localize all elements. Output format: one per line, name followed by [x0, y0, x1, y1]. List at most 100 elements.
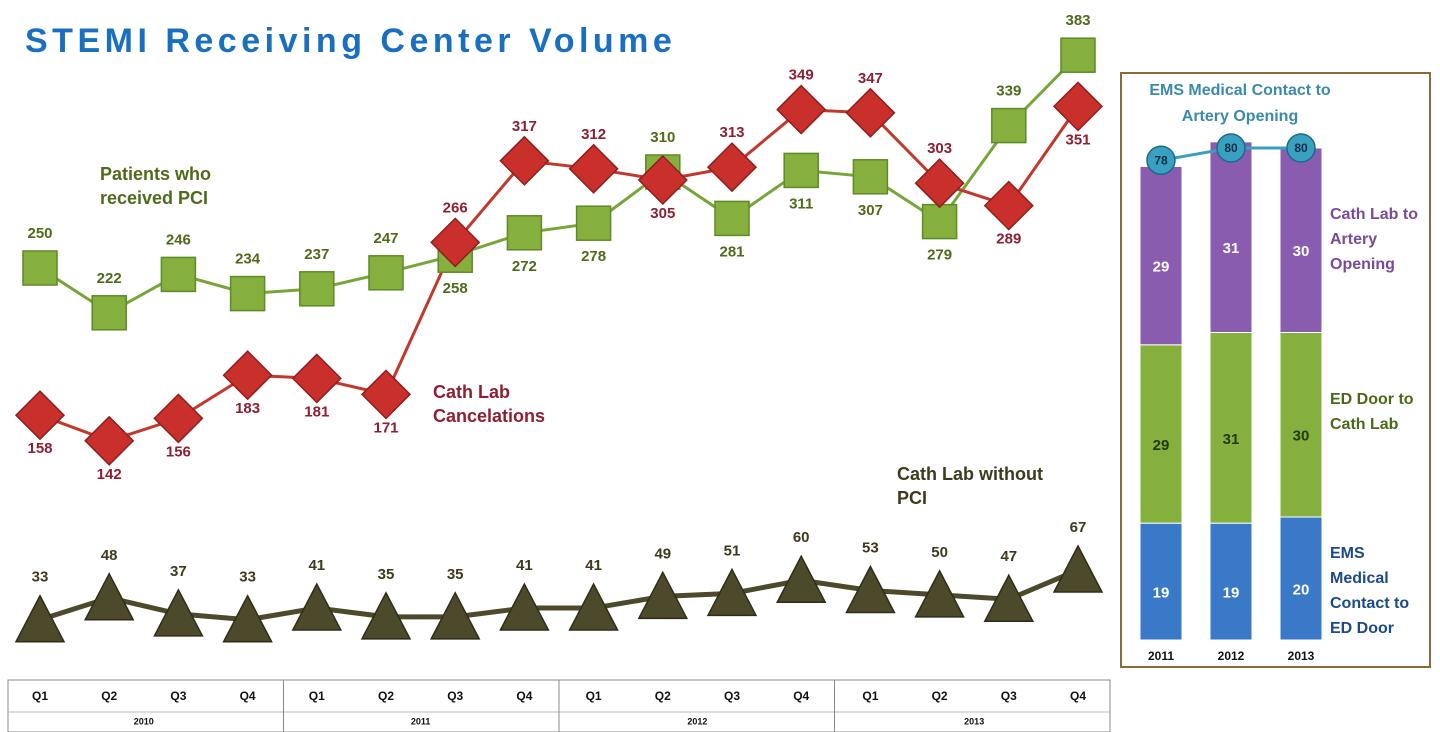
x-tick-label: Q4	[516, 689, 532, 703]
marker	[153, 393, 204, 444]
marker	[914, 569, 965, 618]
marker	[637, 154, 688, 206]
year-label: 2010	[134, 716, 154, 726]
x-tick-label: 2012	[1218, 649, 1245, 663]
data-label: 41	[516, 557, 533, 574]
data-label: 266	[443, 199, 468, 216]
marker	[714, 200, 750, 237]
x-tick-label: Q3	[447, 689, 463, 703]
data-label: 383	[1065, 12, 1090, 29]
data-label: 35	[378, 566, 395, 583]
x-tick-label: Q4	[1070, 689, 1086, 703]
marker	[14, 594, 66, 643]
data-label: 278	[581, 248, 606, 265]
marker	[568, 582, 619, 631]
legend-label: EMS Medical Contact to ED Door	[1330, 544, 1410, 637]
marker	[84, 415, 135, 466]
segment-label: 31	[1223, 240, 1240, 257]
marker	[575, 205, 612, 241]
data-label: 222	[97, 270, 122, 287]
marker	[499, 582, 550, 631]
data-label: 317	[512, 118, 537, 135]
chart-title: STEMI Receiving Center Volume	[25, 22, 677, 60]
series-line	[39, 105, 1080, 443]
x-tick-label: Q2	[655, 689, 671, 703]
data-label: 281	[719, 243, 744, 260]
data-label: 48	[101, 547, 118, 564]
marker	[429, 591, 481, 640]
bar-segment	[1209, 141, 1253, 333]
series-label: Cath Lab without PCI	[897, 464, 1043, 508]
data-label: 272	[512, 258, 537, 275]
year-label: 2011	[411, 716, 431, 726]
data-label: 142	[97, 466, 122, 483]
marker	[983, 180, 1034, 231]
data-label: 303	[927, 140, 952, 157]
x-tick-label: Q1	[862, 689, 878, 703]
marker	[291, 582, 343, 631]
bar-segment	[1139, 522, 1183, 641]
marker	[499, 135, 550, 186]
x-tick-label: Q2	[101, 689, 117, 703]
marker	[360, 369, 412, 420]
data-label: 158	[27, 440, 52, 457]
data-label: 307	[858, 202, 883, 219]
marker	[360, 591, 412, 640]
data-label: 311	[789, 195, 813, 212]
data-label: 250	[27, 225, 52, 242]
data-label: 289	[996, 231, 1021, 248]
legend-label: Cath Lab to Artery Opening	[1330, 206, 1418, 274]
data-label: 339	[996, 83, 1021, 100]
series-line	[39, 54, 1080, 315]
segment-label: 30	[1293, 428, 1310, 445]
data-label: 37	[170, 563, 187, 580]
year-label: 2013	[964, 716, 984, 726]
bar-segment	[1139, 344, 1183, 524]
bar-segment	[1209, 332, 1253, 524]
x-tick-label: 2013	[1288, 649, 1315, 663]
marker	[1060, 37, 1096, 73]
data-label: 349	[789, 67, 814, 84]
segment-label: 20	[1293, 581, 1310, 598]
data-label: 156	[166, 443, 191, 460]
marker	[706, 567, 758, 617]
marker	[568, 143, 619, 194]
segment-label: 19	[1153, 585, 1170, 602]
total-marker	[1286, 133, 1316, 163]
marker	[91, 295, 127, 331]
marker	[22, 250, 58, 286]
data-label: 246	[166, 231, 191, 248]
x-tick-label: Q3	[1001, 689, 1017, 703]
marker	[637, 570, 689, 620]
data-label: 171	[373, 419, 398, 436]
data-label: 234	[235, 251, 261, 268]
bar-segment	[1209, 522, 1253, 641]
x-tick-label: Q1	[586, 689, 602, 703]
data-label: 50	[931, 544, 948, 561]
data-label: 49	[654, 545, 671, 562]
segment-label: 19	[1223, 585, 1240, 602]
total-marker	[1146, 145, 1176, 176]
x-tick-label: Q4	[793, 689, 809, 703]
data-label: 347	[858, 70, 883, 87]
marker	[983, 573, 1035, 623]
x-tick-label: Q1	[309, 689, 325, 703]
marker	[1052, 81, 1104, 132]
x-tick-label: Q3	[724, 689, 740, 703]
marker	[776, 84, 827, 135]
x-tick-label: 2011	[1148, 649, 1174, 663]
marker	[845, 87, 896, 138]
panel-title: EMS Medical Contact to Artery Opening	[1149, 82, 1331, 125]
data-label: 279	[927, 247, 952, 264]
data-label: 33	[32, 569, 49, 586]
marker	[914, 158, 965, 209]
marker	[783, 152, 819, 189]
marker	[845, 564, 896, 614]
data-label: 351	[1065, 131, 1090, 148]
marker	[706, 142, 758, 193]
marker	[368, 255, 404, 291]
data-label: 305	[650, 205, 675, 222]
data-label: 310	[650, 129, 675, 146]
